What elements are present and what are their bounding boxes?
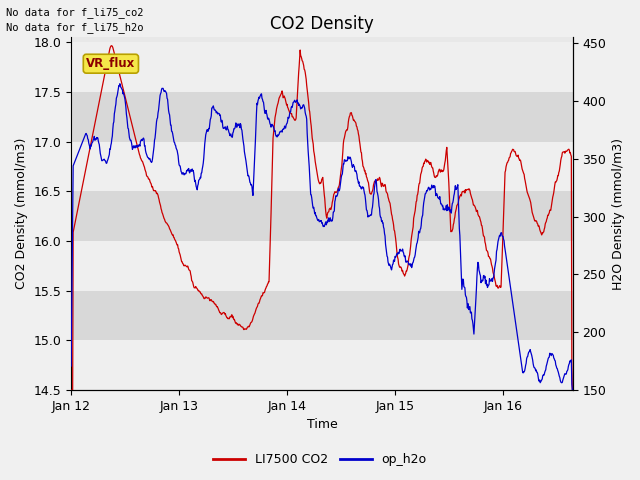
- Bar: [71, 291, 573, 340]
- Title: CO2 Density: CO2 Density: [270, 15, 374, 33]
- Bar: [71, 241, 573, 291]
- Y-axis label: H2O Density (mmol/m3): H2O Density (mmol/m3): [612, 138, 625, 290]
- Text: VR_flux: VR_flux: [86, 57, 136, 70]
- X-axis label: Time: Time: [307, 419, 337, 432]
- Bar: [71, 142, 573, 192]
- Text: No data for f_li75_co2: No data for f_li75_co2: [6, 7, 144, 18]
- Bar: [71, 192, 573, 241]
- Text: No data for f_li75_h2o: No data for f_li75_h2o: [6, 22, 144, 33]
- Y-axis label: CO2 Density (mmol/m3): CO2 Density (mmol/m3): [15, 138, 28, 289]
- Bar: [71, 340, 573, 390]
- Bar: [71, 42, 573, 92]
- Legend: LI7500 CO2, op_h2o: LI7500 CO2, op_h2o: [209, 448, 431, 471]
- Bar: [71, 92, 573, 142]
